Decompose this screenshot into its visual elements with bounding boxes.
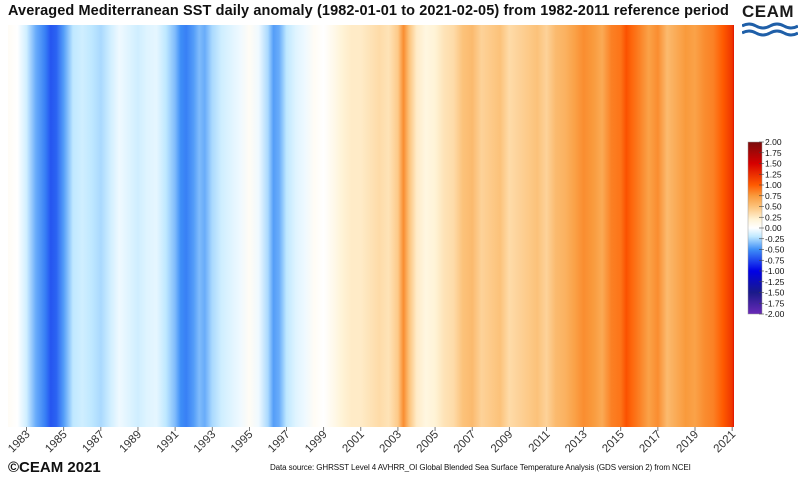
- wave-icon: [742, 22, 798, 37]
- x-tick-label: 1997: [266, 429, 293, 456]
- colorbar-ticks: 2.001.751.501.251.000.750.500.250.00-0.2…: [759, 137, 785, 319]
- x-axis-ticks: 1983 1985 1987 1989 1991 1993 1995 1997 1999 2001…: [6, 427, 738, 455]
- x-tick-label: 1989: [118, 429, 145, 456]
- colorbar-tick-label: -1.50: [765, 288, 785, 298]
- x-tick-label: 2013: [563, 429, 590, 456]
- x-tick-label: 2007: [452, 429, 479, 456]
- colorbar-tick-label: 1.75: [765, 148, 782, 158]
- colorbar-tick-label: 0.50: [765, 202, 782, 212]
- x-tick-label: 1991: [155, 429, 182, 456]
- x-tick-label: 2011: [527, 429, 553, 455]
- colorbar-tick-label: -1.75: [765, 298, 785, 308]
- colorbar-tick-label: -2.00: [765, 309, 785, 319]
- colorbar-tick-label: -0.50: [765, 245, 785, 255]
- x-tick-label: 2019: [675, 429, 702, 456]
- x-tick-label: 2005: [415, 429, 442, 456]
- colorbar-tick-label: 1.25: [765, 169, 782, 179]
- colorbar-tick-label: -0.75: [765, 255, 785, 265]
- x-tick-label: 1999: [303, 429, 330, 456]
- x-tick-label: 1987: [80, 429, 107, 456]
- ceam-logo: CEAM: [740, 2, 798, 42]
- copyright-credit: ©CEAM 2021: [8, 459, 101, 476]
- chart-title: Averaged Mediterranean SST daily anomaly…: [8, 3, 729, 19]
- colorbar-tick-label: 1.00: [765, 180, 782, 190]
- colorbar-tick-label: -0.25: [765, 234, 785, 244]
- colorbar-tick-label: 2.00: [765, 137, 782, 147]
- data-source-note: Data source: GHRSST Level 4 AVHRR_OI Glo…: [270, 463, 691, 472]
- x-tick-label: 1983: [6, 429, 33, 456]
- colorbar-tick-label: -1.00: [765, 266, 785, 276]
- colorbar-tick-label: 0.25: [765, 212, 782, 222]
- anomaly-stripes: [8, 25, 734, 427]
- x-tick-label: 2009: [489, 429, 516, 456]
- x-tick-label: 2001: [340, 429, 367, 456]
- colorbar-tick-label: 0.75: [765, 191, 782, 201]
- x-tick-label: 1995: [229, 429, 256, 456]
- colorbar-tick-label: 0.00: [765, 223, 782, 233]
- x-tick-label: 2003: [377, 429, 404, 456]
- colorbar-tick-label: -1.25: [765, 277, 785, 287]
- x-tick-label: 2015: [600, 429, 627, 456]
- x-tick-label: 2021: [712, 429, 739, 456]
- colorbar-tick-label: 1.50: [765, 159, 782, 169]
- x-tick-label: 2017: [637, 429, 664, 456]
- x-tick-label: 1993: [192, 429, 219, 456]
- x-tick-label: 1985: [43, 429, 70, 456]
- logo-text: CEAM: [742, 2, 795, 21]
